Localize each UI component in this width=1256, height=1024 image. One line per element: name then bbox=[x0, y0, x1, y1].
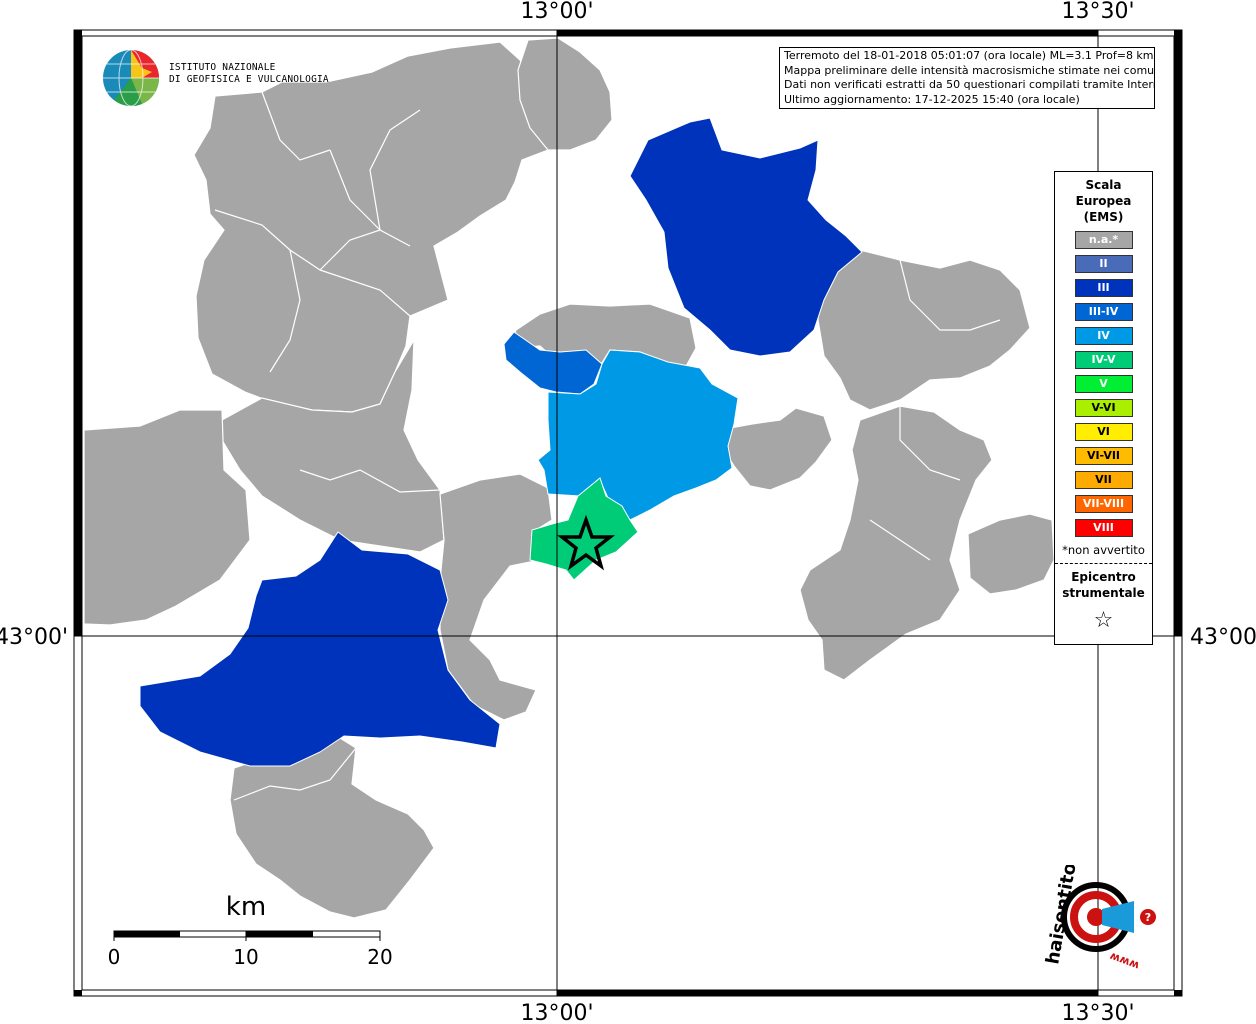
legend-item-5: IV-V bbox=[1074, 351, 1133, 369]
municipality-intensity-iii-iv bbox=[503, 331, 603, 395]
scale-unit-label: km bbox=[226, 892, 266, 922]
legend-item-7: V-VI bbox=[1074, 399, 1133, 417]
lat-label-right: 43°00' bbox=[1190, 625, 1256, 650]
municipality-far-west bbox=[83, 409, 251, 626]
scale-tick-20: 20 bbox=[367, 945, 392, 969]
event-info-box: Terremoto del 18-01-2018 05:01:07 (ora l… bbox=[779, 47, 1155, 109]
legend-item-0: n.a.* bbox=[1074, 231, 1133, 249]
lon-label-bottom-right: 13°30' bbox=[1061, 1001, 1134, 1024]
legend-item-2: III bbox=[1074, 279, 1133, 297]
legend-epicentre-line2: strumentale bbox=[1062, 586, 1145, 600]
legend-separator bbox=[1055, 563, 1152, 564]
epicentre-star-icon: ☆ bbox=[1093, 608, 1114, 633]
map-frame bbox=[73, 29, 1183, 997]
legend-item-11: VII-VIII bbox=[1074, 495, 1133, 513]
lon-label-top-right: 13°30' bbox=[1061, 0, 1134, 24]
legend-item-8: VI bbox=[1074, 423, 1133, 441]
municipality-east-of-epicentre bbox=[723, 407, 833, 491]
legend-item-10: VII bbox=[1074, 471, 1133, 489]
municipality-intensity-iv bbox=[537, 349, 739, 521]
event-info-line3: Dati non verificati estratti da 50 quest… bbox=[784, 78, 1155, 91]
ingv-globe-icon bbox=[103, 49, 160, 107]
scale-bar: km 0 10 20 bbox=[108, 892, 393, 969]
hai-sentito-logo: ? haisentitoilterremoto.it www bbox=[1030, 726, 1170, 975]
municipality-east-cluster bbox=[817, 249, 1031, 411]
municipality-nw-cluster bbox=[193, 41, 549, 413]
event-info-line4: Ultimo aggiornamento: 17-12-2025 15:40 (… bbox=[784, 92, 1080, 106]
municipality-south-west bbox=[229, 737, 435, 919]
svg-text:?: ? bbox=[1145, 911, 1151, 924]
municipality-intensity-iii-north-east bbox=[629, 117, 863, 357]
lon-label-top-left: 13°00' bbox=[520, 0, 593, 24]
municipality-west-center bbox=[221, 339, 445, 553]
legend-items: n.a.* II III III-IV IV IV-V V V-VI VI VI-VII VII VI… bbox=[1055, 231, 1152, 537]
municipality-center-south bbox=[439, 473, 553, 721]
municipality-north-strip bbox=[517, 37, 613, 151]
ingv-logo bbox=[102, 48, 312, 110]
hai-sentito-www: www bbox=[1108, 950, 1141, 973]
legend-title-line3: (EMS) bbox=[1083, 210, 1124, 224]
legend-epicentre: Epicentro strumentale bbox=[1055, 569, 1152, 601]
legend-title-line2: Europea bbox=[1075, 194, 1132, 208]
scale-tick-10: 10 bbox=[233, 945, 258, 969]
event-info-line2: Mappa preliminare delle intensità macros… bbox=[784, 63, 1155, 77]
ems-legend: Scala Europea (EMS) n.a.* II III III-IV IV IV… bbox=[1054, 171, 1153, 645]
event-info-line1: Terremoto del 18-01-2018 05:01:07 (ora l… bbox=[784, 49, 1154, 62]
ingv-name-line1: ISTITUTO NAZIONALE bbox=[169, 62, 276, 73]
hai-sentito-icon: ? haisentitoilterremoto.it www bbox=[1042, 726, 1156, 973]
legend-item-12: VIII bbox=[1074, 519, 1133, 537]
ingv-name: ISTITUTO NAZIONALE DI GEOFISICA E VULCAN… bbox=[169, 62, 329, 86]
municipality-far-east bbox=[967, 513, 1055, 595]
ingv-name-line2: DI GEOFISICA E VULCANOLOGIA bbox=[169, 74, 329, 85]
scale-tick-0: 0 bbox=[108, 945, 121, 969]
legend-item-6: V bbox=[1074, 375, 1133, 393]
legend-item-1: II bbox=[1074, 255, 1133, 273]
legend-item-4: IV bbox=[1074, 327, 1133, 345]
legend-title: Scala Europea (EMS) bbox=[1055, 177, 1152, 225]
internal-borders bbox=[214, 91, 1001, 801]
legend-note: *non avvertito bbox=[1062, 543, 1145, 557]
legend-item-9: VI-VII bbox=[1074, 447, 1133, 465]
epicentre-star bbox=[556, 514, 616, 571]
lat-label-left: 43°00' bbox=[0, 625, 68, 650]
lon-label-bottom-left: 13°00' bbox=[520, 1001, 593, 1024]
legend-title-line1: Scala bbox=[1085, 178, 1122, 192]
municipality-east-south bbox=[799, 405, 993, 681]
municipality-intensity-iii-south-west bbox=[139, 531, 501, 767]
legend-epicentre-line1: Epicentro bbox=[1071, 570, 1136, 584]
legend-item-3: III-IV bbox=[1074, 303, 1133, 321]
